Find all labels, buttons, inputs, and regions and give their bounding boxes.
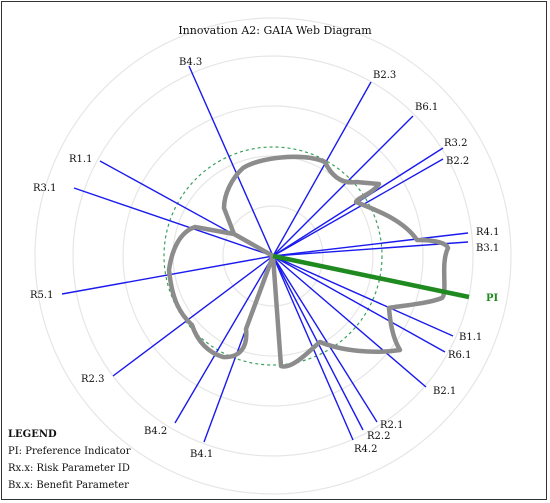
- axis-label-r5-1: R5.1: [30, 290, 53, 301]
- profile-outline: [166, 154, 451, 369]
- axis-label-b4-2: B4.2: [144, 426, 167, 437]
- reference-circle: [163, 146, 383, 366]
- axis-line-b2-1: [272, 255, 427, 388]
- profile-shape: [166, 154, 451, 369]
- axis-line-r4-1: [272, 232, 469, 257]
- axis-line-b2-2: [272, 158, 444, 257]
- axis-line-r2-1: [272, 255, 378, 423]
- axis-labels: B4.3 B2.3 B6.1 R3.2 B2.2 R4.1 B3.1 B1.1 R6.1 B2.1…: [30, 57, 499, 460]
- grid-circle: [72, 55, 474, 457]
- axis-label-b2-2: B2.2: [446, 156, 469, 167]
- axis-line-b6-1: [272, 115, 414, 257]
- axis-label-r2-2: R2.2: [367, 431, 390, 442]
- axis-label-r4-1: R4.1: [476, 227, 499, 238]
- axis-label-r3-2: R3.2: [444, 138, 467, 149]
- grid-circles: [34, 17, 512, 495]
- axis-line-b2-3: [272, 81, 372, 257]
- axis-label-b1-1: B1.1: [459, 332, 482, 343]
- axis-label-b6-1: B6.1: [415, 102, 438, 113]
- axis-line-b4-2: [174, 255, 274, 424]
- pi-line: [272, 253, 470, 300]
- axis-label-b3-1: B3.1: [476, 243, 499, 254]
- pi-label: PI: [486, 293, 499, 304]
- legend-item-risk: Rx.x: Risk Parameter ID: [8, 463, 130, 474]
- legend-item-benefit: Bx.x: Benefit Parameter: [8, 480, 129, 491]
- axis-label-b4-3: B4.3: [179, 57, 202, 68]
- axis-line-r2-3: [112, 255, 274, 377]
- axis-label-b2-3: B2.3: [373, 70, 396, 81]
- legend: LEGEND PI: Preference Indicator Rx.x: Ri…: [8, 426, 130, 494]
- axis-label-b2-1: B2.1: [433, 386, 456, 397]
- grid-circle: [34, 17, 512, 495]
- axis-label-r2-3: R2.3: [81, 374, 104, 385]
- axis-label-b4-1: B4.1: [190, 449, 213, 460]
- grid-circle: [122, 105, 424, 407]
- preference-indicator: PI: [272, 253, 499, 304]
- grid-circle: [222, 205, 324, 307]
- axis-label-r6-1: R6.1: [448, 350, 471, 361]
- axis-label-r1-1: R1.1: [69, 154, 92, 165]
- axis-label-r3-1: R3.1: [33, 183, 56, 194]
- axis-line-r6-1: [272, 255, 446, 353]
- legend-title: LEGEND: [8, 429, 57, 440]
- axis-line-b4-3: [188, 65, 274, 257]
- axis-label-r2-1: R2.1: [380, 420, 403, 431]
- axis-lines: [61, 65, 469, 443]
- axis-line-b1-1: [272, 255, 454, 337]
- diagram-title: Innovation A2: GAIA Web Diagram: [178, 24, 372, 37]
- axis-label-r4-2: R4.2: [354, 444, 377, 455]
- axis-line-b3-1: [272, 241, 469, 257]
- legend-item-pi: PI: Preference Indicator: [8, 446, 131, 457]
- axis-line-r3-1: [73, 187, 274, 257]
